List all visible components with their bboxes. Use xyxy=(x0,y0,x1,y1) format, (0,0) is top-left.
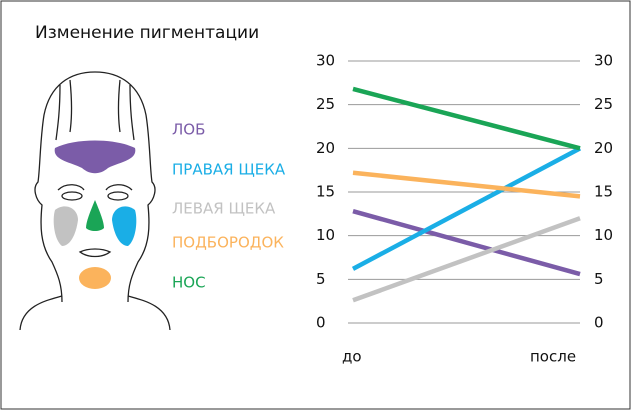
y-tick-label: 30 xyxy=(316,52,335,70)
y-tick-label: 0 xyxy=(316,314,326,332)
x-tick-label: после xyxy=(530,348,576,366)
y2-tick-label: 20 xyxy=(594,139,613,157)
chart: Изменение пигментации 0 0 5 5 10 10 15 15 20 20 25… xyxy=(0,0,631,410)
y-tick-label: 10 xyxy=(316,226,335,244)
y-tick-label: 15 xyxy=(316,183,335,201)
y2-tick-label: 10 xyxy=(594,226,613,244)
legend-label: ЛОБ xyxy=(172,121,205,139)
legend-label: НОС xyxy=(172,274,206,292)
y2-tick-label: 25 xyxy=(594,95,613,113)
legend-label: ПРАВАЯ ЩЕКА xyxy=(172,161,286,179)
y-tick-label: 25 xyxy=(316,95,335,113)
y2-tick-label: 30 xyxy=(594,52,613,70)
y2-tick-label: 5 xyxy=(594,270,604,288)
y-tick-label: 5 xyxy=(316,270,326,288)
y-tick-label: 20 xyxy=(316,139,335,157)
chart-title: Изменение пигментации xyxy=(35,23,259,43)
y2-tick-label: 0 xyxy=(594,314,604,332)
legend-label: ЛЕВАЯ ЩЕКА xyxy=(172,200,276,218)
y2-tick-label: 15 xyxy=(594,183,613,201)
x-tick-label: до xyxy=(342,348,362,366)
legend-label: ПОДБОРОДОК xyxy=(172,234,284,252)
